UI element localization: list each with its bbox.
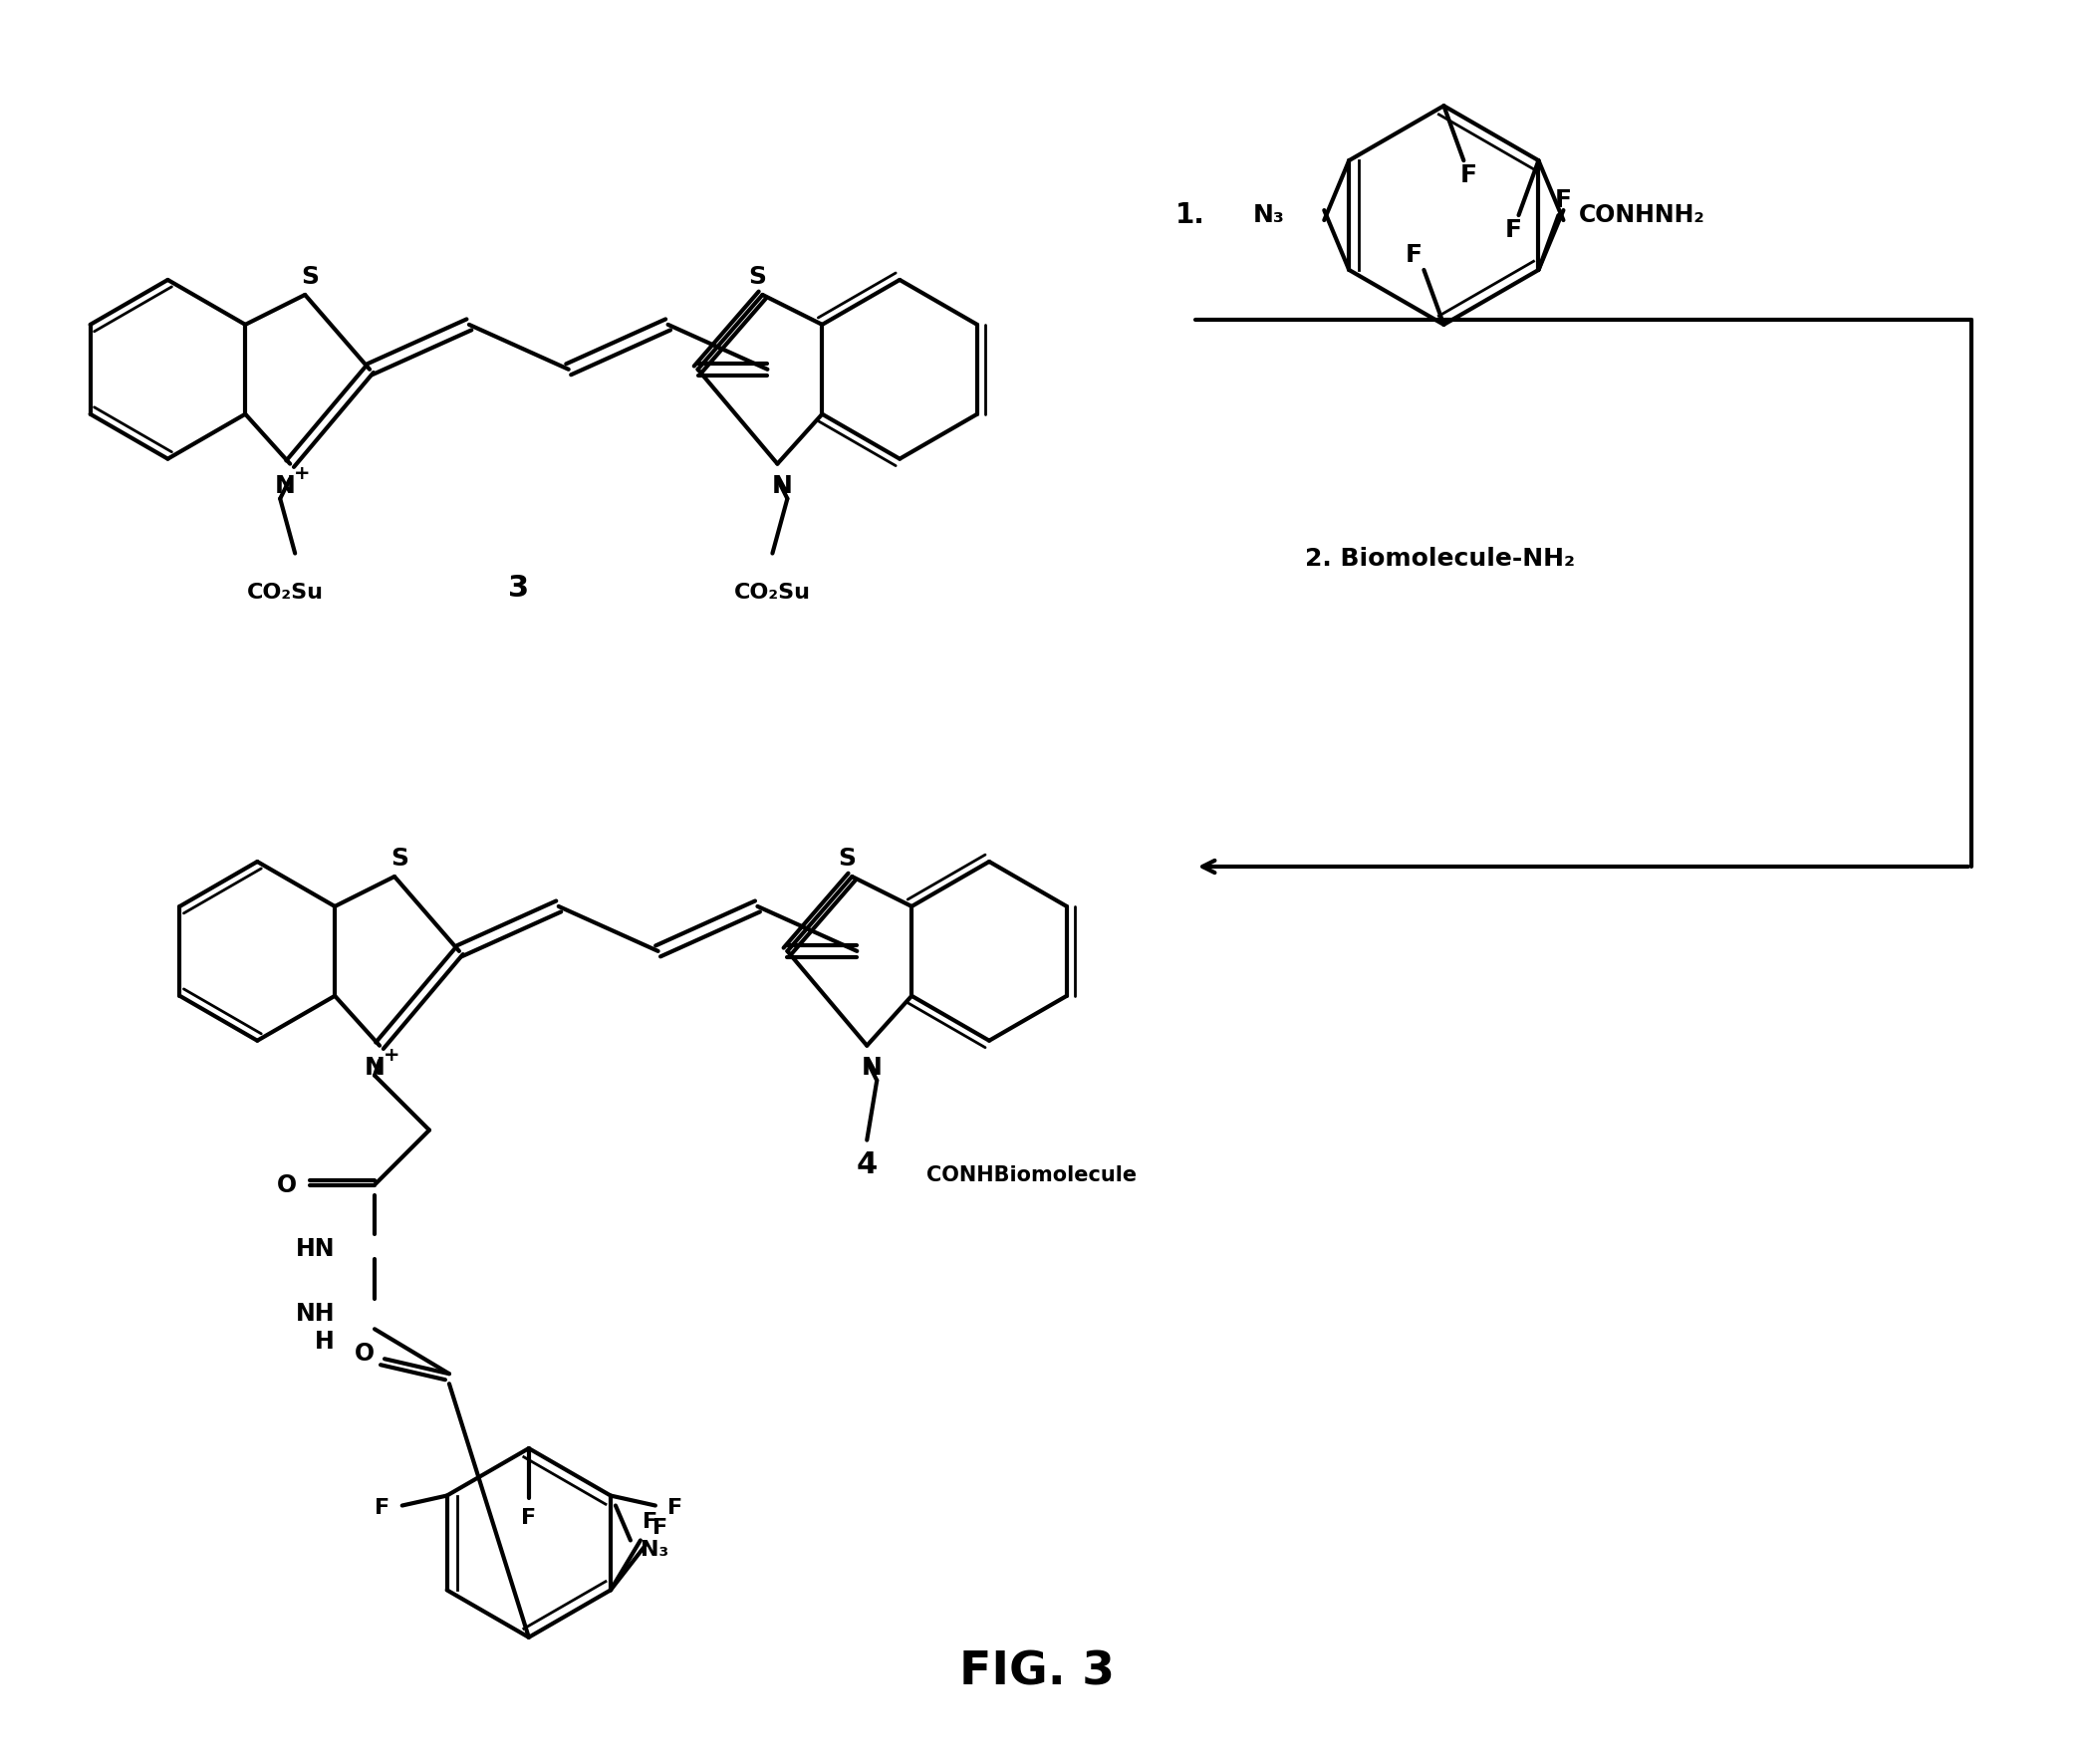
Text: F: F bbox=[1506, 219, 1522, 242]
Text: N: N bbox=[365, 1055, 386, 1080]
Text: FIG. 3: FIG. 3 bbox=[960, 1649, 1114, 1695]
Text: S: S bbox=[749, 265, 767, 289]
Text: 2. Biomolecule-NH₂: 2. Biomolecule-NH₂ bbox=[1305, 547, 1574, 570]
Text: HN: HN bbox=[295, 1238, 334, 1261]
Text: F: F bbox=[643, 1512, 657, 1533]
Text: F: F bbox=[1406, 243, 1423, 266]
Text: F: F bbox=[668, 1498, 682, 1517]
Text: F: F bbox=[375, 1498, 390, 1517]
Text: 1.: 1. bbox=[1176, 201, 1205, 229]
Text: NH: NH bbox=[295, 1302, 334, 1327]
Text: F: F bbox=[1556, 189, 1572, 212]
Text: H: H bbox=[315, 1330, 334, 1355]
Text: CONHNH₂: CONHNH₂ bbox=[1578, 203, 1705, 228]
Text: F: F bbox=[521, 1508, 537, 1528]
Text: S: S bbox=[301, 265, 319, 289]
Text: CO₂Su: CO₂Su bbox=[734, 584, 811, 603]
Text: S: S bbox=[838, 847, 857, 871]
Text: +: + bbox=[384, 1046, 400, 1065]
Text: 4: 4 bbox=[857, 1150, 877, 1180]
Text: F: F bbox=[653, 1519, 668, 1538]
Text: N₃: N₃ bbox=[641, 1540, 668, 1559]
Text: N: N bbox=[861, 1055, 881, 1080]
Text: S: S bbox=[390, 847, 409, 871]
Text: N: N bbox=[274, 475, 295, 497]
Text: O: O bbox=[355, 1342, 375, 1365]
Text: +: + bbox=[295, 464, 311, 483]
Text: N₃: N₃ bbox=[1253, 203, 1284, 228]
Text: N: N bbox=[772, 475, 792, 497]
Text: 3: 3 bbox=[508, 573, 529, 603]
Text: O: O bbox=[278, 1173, 297, 1196]
Text: F: F bbox=[1460, 164, 1477, 187]
Text: CO₂Su: CO₂Su bbox=[247, 584, 324, 603]
Text: CONHBiomolecule: CONHBiomolecule bbox=[927, 1164, 1137, 1185]
